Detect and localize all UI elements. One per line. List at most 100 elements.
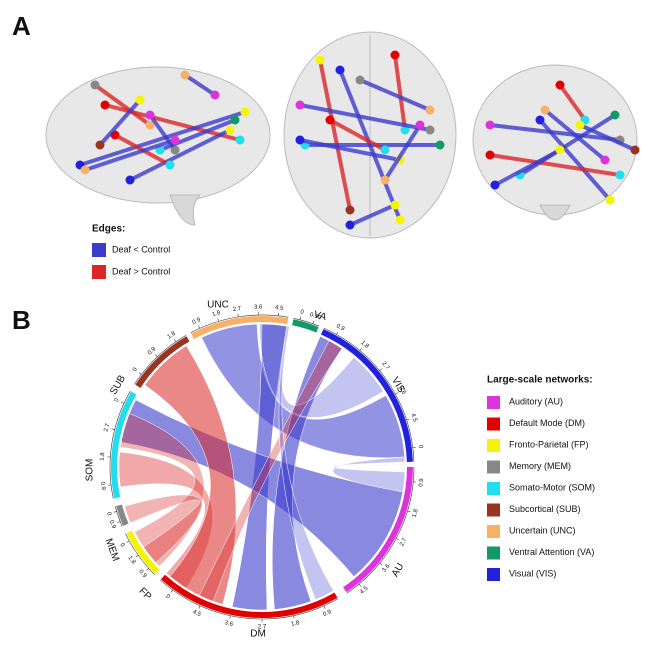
tick-mark (198, 325, 200, 329)
brain-edge (84, 138, 176, 172)
brain-node (80, 165, 90, 175)
brain-node (90, 80, 100, 90)
brain-edge (129, 128, 231, 182)
chord-ribbon (272, 336, 343, 610)
sector-axis (323, 327, 415, 462)
tick-label: 0.9 (322, 609, 333, 618)
tick-mark (406, 418, 410, 421)
tick-mark (173, 339, 177, 342)
brain-node (100, 100, 110, 110)
brain-node (145, 110, 155, 120)
tick-mark (155, 354, 158, 357)
legend-label: Ventral Attention (VA) (509, 547, 594, 557)
brain-node (380, 145, 390, 155)
legend-swatch (487, 525, 500, 538)
legend-swatch (487, 503, 500, 517)
tick-mark (359, 348, 362, 351)
tick-label: 3.6 (224, 620, 234, 628)
tick-mark (113, 511, 117, 513)
legend-label: Somato-Motor (SOM) (509, 482, 595, 492)
tick-label: 1.8 (359, 340, 370, 350)
tick-label: 0.9 (147, 346, 158, 357)
brain-node (485, 150, 495, 160)
network-label: DM (250, 629, 266, 640)
tick-label: 0 (300, 309, 305, 316)
legend-swatch (487, 482, 500, 495)
chord-ribbon (332, 456, 406, 493)
chord-ribbon (144, 345, 237, 605)
brain-node (355, 75, 365, 85)
brain-node (335, 65, 345, 75)
tick-mark (336, 331, 339, 335)
legend-label: Default Mode (DM) (509, 418, 585, 428)
brain-edge (349, 203, 396, 227)
legend-swatch (487, 439, 500, 452)
tick-mark (198, 605, 201, 609)
network-label: SOM (85, 459, 96, 482)
brain-node (605, 195, 615, 205)
tick-mark (117, 521, 121, 523)
brain-node (435, 140, 445, 150)
brain-node (165, 160, 175, 170)
network-label: UNC (207, 300, 229, 311)
brain-node (615, 170, 625, 180)
brain-edge (299, 138, 401, 162)
brain-node (380, 175, 390, 185)
legend-title: Large-scale networks: (487, 375, 593, 386)
tick-label: 0 (118, 542, 125, 548)
brain-edge (183, 73, 217, 97)
tick-label: 0.9 (192, 317, 203, 326)
tick-label: 0.9 (99, 481, 106, 491)
sector-arc (126, 530, 160, 574)
sector-arc (292, 319, 319, 333)
tick-mark (323, 605, 326, 609)
legend-swatch (487, 417, 500, 431)
tick-mark (293, 615, 295, 619)
legend-label: Memory (MEM) (509, 461, 571, 471)
chord-ribbon (201, 323, 405, 458)
network-label: AU (390, 561, 406, 579)
brain-node (235, 135, 245, 145)
brain-node (170, 135, 180, 145)
brain-node (415, 120, 425, 130)
tick-label: 4.5 (409, 413, 417, 423)
tick-mark (146, 568, 149, 571)
brain-node (555, 145, 565, 155)
brain-node (225, 125, 235, 135)
tick-label: 0.9 (108, 520, 117, 531)
brain-node (315, 55, 325, 65)
tick-label: 1.8 (167, 330, 178, 340)
tick-mark (126, 540, 130, 543)
tick-label: 1.8 (100, 452, 107, 461)
tick-mark (396, 538, 399, 541)
tick-label: 1.8 (291, 620, 301, 628)
brain-node (400, 125, 410, 135)
brain-node (425, 125, 435, 135)
tick-mark (379, 368, 383, 371)
legend-swatch (92, 265, 106, 279)
sector-arc (343, 466, 413, 593)
legend-swatch (487, 396, 500, 409)
chord-ribbon (198, 340, 343, 602)
legend-title: Edges: (92, 224, 125, 235)
tick-label: 1.8 (412, 508, 420, 518)
brain-node (425, 105, 435, 115)
tick-label: 2.7 (104, 422, 112, 432)
brain-node (540, 105, 550, 115)
brain-node (230, 115, 240, 125)
brain-node (125, 175, 135, 185)
legend-label: Auditory (AU) (509, 396, 563, 406)
brainstem (169, 194, 202, 226)
sector-arc (191, 316, 289, 339)
tick-label: 1.8 (212, 310, 222, 318)
legend-swatch (92, 243, 106, 257)
tick-label: 2.7 (258, 625, 267, 631)
tick-label: 2.7 (232, 306, 242, 313)
chord-ribbons (118, 323, 406, 611)
brain-node (610, 110, 620, 120)
legend-label: Deaf < Control (112, 244, 170, 254)
tick-label: 0.9 (335, 323, 346, 333)
brain-sagittal (45, 66, 271, 204)
brain-node (345, 205, 355, 215)
sector-axis (134, 335, 187, 385)
